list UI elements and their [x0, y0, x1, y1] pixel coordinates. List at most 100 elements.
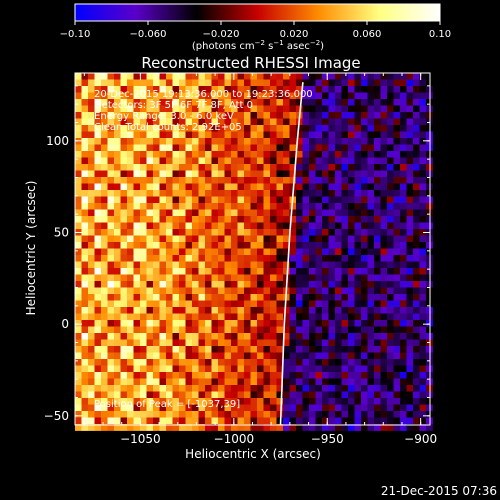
heatmap-cell	[107, 222, 115, 230]
heatmap-cell	[88, 190, 95, 197]
heatmap-cell	[380, 183, 388, 191]
heatmap-cell	[146, 404, 154, 412]
heatmap-cell	[231, 138, 238, 145]
heatmap-cell	[380, 73, 388, 80]
heatmap-cell	[309, 333, 316, 340]
heatmap-cell	[211, 333, 219, 340]
heatmap-cell	[244, 372, 251, 379]
heatmap-cell	[153, 216, 160, 223]
heatmap-cell	[179, 385, 186, 392]
heatmap-cell	[367, 268, 375, 275]
heatmap-cell	[419, 138, 427, 145]
heatmap-cell	[211, 320, 219, 327]
heatmap-cell	[283, 313, 290, 321]
heatmap-cell	[198, 287, 206, 295]
heatmap-cell	[231, 398, 238, 405]
heatmap-cell	[315, 411, 323, 418]
heatmap-cell	[348, 73, 355, 80]
heatmap-cell	[380, 307, 388, 314]
heatmap-cell	[348, 164, 355, 171]
heatmap-cell	[413, 352, 420, 360]
heatmap-cell	[244, 183, 251, 191]
heatmap-cell	[198, 372, 206, 379]
heatmap-cell	[257, 131, 264, 139]
heatmap-cell	[107, 385, 115, 392]
heatmap-cell	[393, 79, 401, 87]
heatmap-cell	[426, 190, 433, 197]
heatmap-cell	[367, 424, 375, 431]
heatmap-cell	[361, 190, 368, 197]
heatmap-cell	[153, 365, 160, 373]
heatmap-cell	[192, 307, 199, 314]
heatmap-cell	[263, 170, 271, 178]
heatmap-cell	[101, 391, 108, 399]
heatmap-cell	[426, 99, 433, 106]
heatmap-cell	[354, 385, 362, 392]
heatmap-cell	[159, 424, 167, 431]
heatmap-cell	[75, 404, 82, 412]
heatmap-cell	[361, 333, 368, 340]
heatmap-cell	[315, 73, 323, 80]
heatmap-cell	[302, 138, 310, 145]
heatmap-cell	[263, 209, 271, 217]
heatmap-cell	[172, 411, 180, 418]
heatmap-cell	[114, 73, 121, 80]
heatmap-cell	[244, 118, 251, 126]
heatmap-cell	[354, 177, 362, 184]
heatmap-cell	[406, 190, 414, 197]
heatmap-cell	[94, 125, 102, 132]
heatmap-cell	[120, 177, 128, 184]
heatmap-cell	[289, 118, 297, 126]
heatmap-cell	[140, 138, 147, 145]
heatmap-cell	[374, 398, 381, 405]
heatmap-cell	[257, 164, 264, 171]
heatmap-cell	[348, 196, 355, 204]
heatmap-cell	[419, 190, 427, 197]
heatmap-cell	[205, 268, 212, 275]
heatmap-cell	[75, 222, 82, 230]
heatmap-cell	[380, 411, 388, 418]
heatmap-cell	[374, 320, 381, 327]
heatmap-cell	[140, 385, 147, 392]
heatmap-cell	[211, 424, 219, 431]
heatmap-cell	[192, 365, 199, 373]
heatmap-cell	[94, 411, 102, 418]
heatmap-cell	[257, 248, 264, 256]
heatmap-cell	[172, 112, 180, 119]
heatmap-cell	[335, 170, 342, 178]
heatmap-cell	[140, 216, 147, 223]
heatmap-cell	[101, 203, 108, 210]
heatmap-cell	[81, 294, 89, 301]
heatmap-cell	[387, 190, 394, 197]
heatmap-cell	[192, 294, 199, 301]
heatmap-cell	[94, 320, 102, 327]
heatmap-cell	[322, 138, 329, 145]
heatmap-cell	[406, 378, 414, 386]
heatmap-cell	[413, 320, 420, 327]
heatmap-cell	[185, 268, 193, 275]
heatmap-cell	[153, 151, 160, 158]
heatmap-cell	[127, 151, 134, 158]
heatmap-cell	[393, 183, 401, 191]
heatmap-cell	[127, 378, 134, 386]
heatmap-cell	[205, 307, 212, 314]
heatmap-cell	[257, 92, 264, 100]
heatmap-cell	[283, 164, 290, 171]
heatmap-cell	[367, 86, 375, 93]
heatmap-cell	[380, 261, 388, 269]
heatmap-cell	[231, 73, 238, 80]
heatmap-cell	[257, 112, 264, 119]
heatmap-cell	[172, 365, 180, 373]
heatmap-cell	[406, 411, 414, 418]
heatmap-cell	[270, 92, 277, 100]
heatmap-cell	[393, 216, 401, 223]
heatmap-cell	[322, 203, 329, 210]
heatmap-cell	[198, 170, 206, 178]
heatmap-cell	[101, 352, 108, 360]
heatmap-cell	[192, 177, 199, 184]
heatmap-cell	[237, 118, 245, 126]
heatmap-cell	[387, 131, 394, 139]
heatmap-cell	[341, 411, 349, 418]
heatmap-cell	[276, 248, 284, 256]
heatmap-cell	[127, 209, 134, 217]
